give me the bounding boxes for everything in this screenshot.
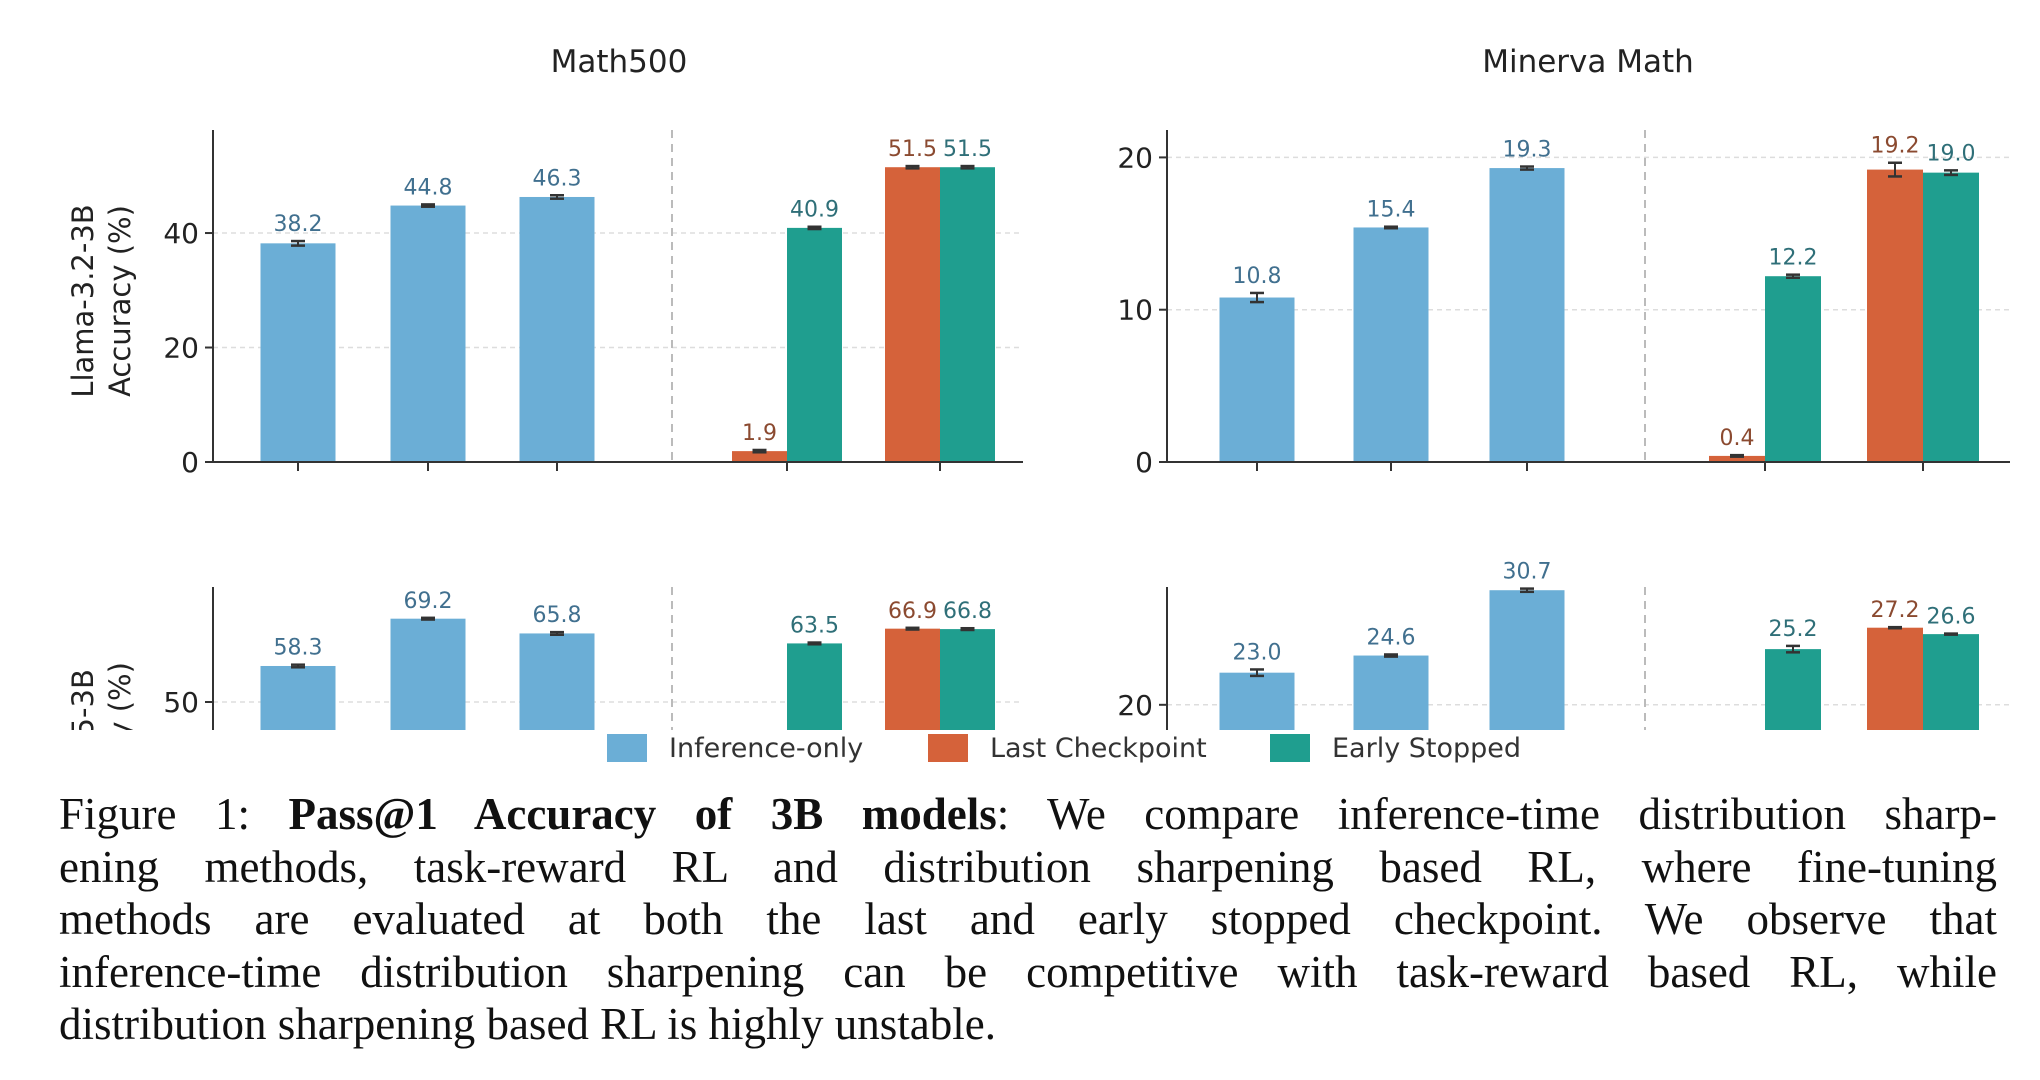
bar-inference-only [1219, 672, 1295, 730]
caption-text: : We compare inference-time distribution… [996, 789, 1997, 839]
data-label: 44.8 [404, 175, 453, 200]
bar-inference-only [1489, 168, 1565, 462]
bar-inference-only [1219, 297, 1295, 462]
caption-bold-title: Pass@1 Accuracy of 3B models [288, 789, 997, 839]
data-label: 1.9 [742, 421, 777, 446]
bar-last-checkpoint [1867, 169, 1923, 463]
legend-item-early-stopped: Early Stopped [1270, 730, 1521, 766]
caption-line: distribution sharpening based RL is high… [59, 999, 996, 1049]
data-label: 0.4 [1720, 426, 1755, 451]
y-tick-label: 10 [1117, 294, 1153, 327]
legend-label: Last Checkpoint [990, 732, 1207, 764]
data-label: 58.3 [274, 636, 323, 661]
data-label: 19.3 [1503, 138, 1552, 163]
data-label: 40.9 [790, 198, 839, 223]
panel-title: Math500 [551, 44, 688, 80]
legend-swatch-last-checkpoint [928, 734, 968, 762]
legend-label: Early Stopped [1332, 732, 1522, 764]
caption-line: ening methods, task-reward RL and distri… [59, 841, 1997, 892]
bar-inference-only [1353, 227, 1429, 462]
bar-early-stopped [1923, 634, 1979, 730]
legend-label: Inference-only [669, 732, 864, 764]
legend-swatch-early-stopped [1270, 734, 1310, 762]
bar-last-checkpoint [885, 628, 940, 730]
bar-early-stopped [787, 643, 842, 730]
bar-early-stopped [1923, 172, 1979, 462]
bar-last-checkpoint [1867, 627, 1923, 730]
data-label: 10.8 [1233, 264, 1282, 289]
caption-line: Figure 1: Pass@1 Accuracy of 3B models: … [59, 788, 1997, 841]
data-label: 25.2 [1769, 617, 1818, 642]
y-axis-label: Qwen2.5-3B [66, 669, 100, 730]
y-axis-label: Llama-3.2-3B [66, 204, 100, 397]
legend-swatch-inference-only [607, 734, 647, 762]
bar-inference-only [519, 633, 595, 730]
data-label: 69.2 [404, 589, 453, 614]
bar-last-checkpoint [732, 451, 787, 462]
data-label: 26.6 [1927, 605, 1976, 630]
bar-early-stopped [940, 167, 995, 462]
data-label: 51.5 [888, 137, 937, 162]
legend: Inference-only Last Checkpoint Early Sto… [0, 730, 2040, 766]
caption-line: methods are evaluated at both the last a… [59, 894, 1997, 944]
bar-inference-only [390, 618, 466, 730]
legend-item-inference-only: Inference-only [607, 730, 863, 766]
bar-early-stopped [940, 629, 995, 730]
y-tick-label: 20 [1117, 689, 1153, 722]
data-label: 27.2 [1871, 598, 1920, 623]
bar-last-checkpoint [1709, 455, 1765, 462]
y-axis-label: Accuracy (%) [103, 205, 137, 397]
bar-inference-only [390, 205, 466, 462]
bar-inference-only [260, 243, 336, 462]
data-label: 23.0 [1233, 640, 1282, 665]
bar-early-stopped [787, 227, 842, 462]
caption-line: inference-time distribution sharpening c… [59, 946, 1997, 997]
panel-title: Minerva Math [1482, 44, 1694, 80]
bar-inference-only [260, 665, 336, 730]
y-tick-label: 50 [163, 686, 199, 719]
y-axis-label: Accuracy (%) [103, 662, 137, 730]
y-tick-label: 40 [163, 217, 199, 250]
data-label: 12.2 [1769, 246, 1818, 271]
data-label: 46.3 [533, 166, 582, 191]
y-tick-label: 0 [1135, 446, 1153, 479]
data-label: 66.8 [943, 599, 992, 624]
data-label: 24.6 [1367, 625, 1416, 650]
data-label: 19.2 [1871, 134, 1920, 159]
bar-early-stopped [1765, 649, 1821, 730]
data-label: 38.2 [274, 212, 323, 237]
data-label: 63.5 [790, 614, 839, 639]
data-label: 15.4 [1367, 198, 1416, 223]
bar-last-checkpoint [885, 167, 940, 462]
y-tick-label: 20 [163, 332, 199, 365]
bar-early-stopped [1765, 276, 1821, 462]
data-label: 30.7 [1503, 560, 1552, 585]
data-label: 66.9 [888, 599, 937, 624]
caption-figure-label: Figure 1: [59, 789, 289, 839]
bar-inference-only [1489, 590, 1565, 730]
y-tick-label: 20 [1117, 141, 1153, 174]
data-label: 51.5 [943, 137, 992, 162]
y-tick-label: 0 [181, 446, 199, 479]
figure-caption: Figure 1: Pass@1 Accuracy of 3B models: … [59, 788, 1997, 1051]
bar-inference-only [519, 196, 595, 462]
bar-inference-only [1353, 655, 1429, 730]
data-label: 65.8 [533, 603, 582, 628]
figure-chart: 0 20 40 38.2 44.8 46.3 1.9 51.5 40.9 51.5 Math500 L… [66, 44, 2010, 730]
data-label: 19.0 [1927, 141, 1976, 166]
legend-item-last-checkpoint: Last Checkpoint [928, 730, 1207, 766]
